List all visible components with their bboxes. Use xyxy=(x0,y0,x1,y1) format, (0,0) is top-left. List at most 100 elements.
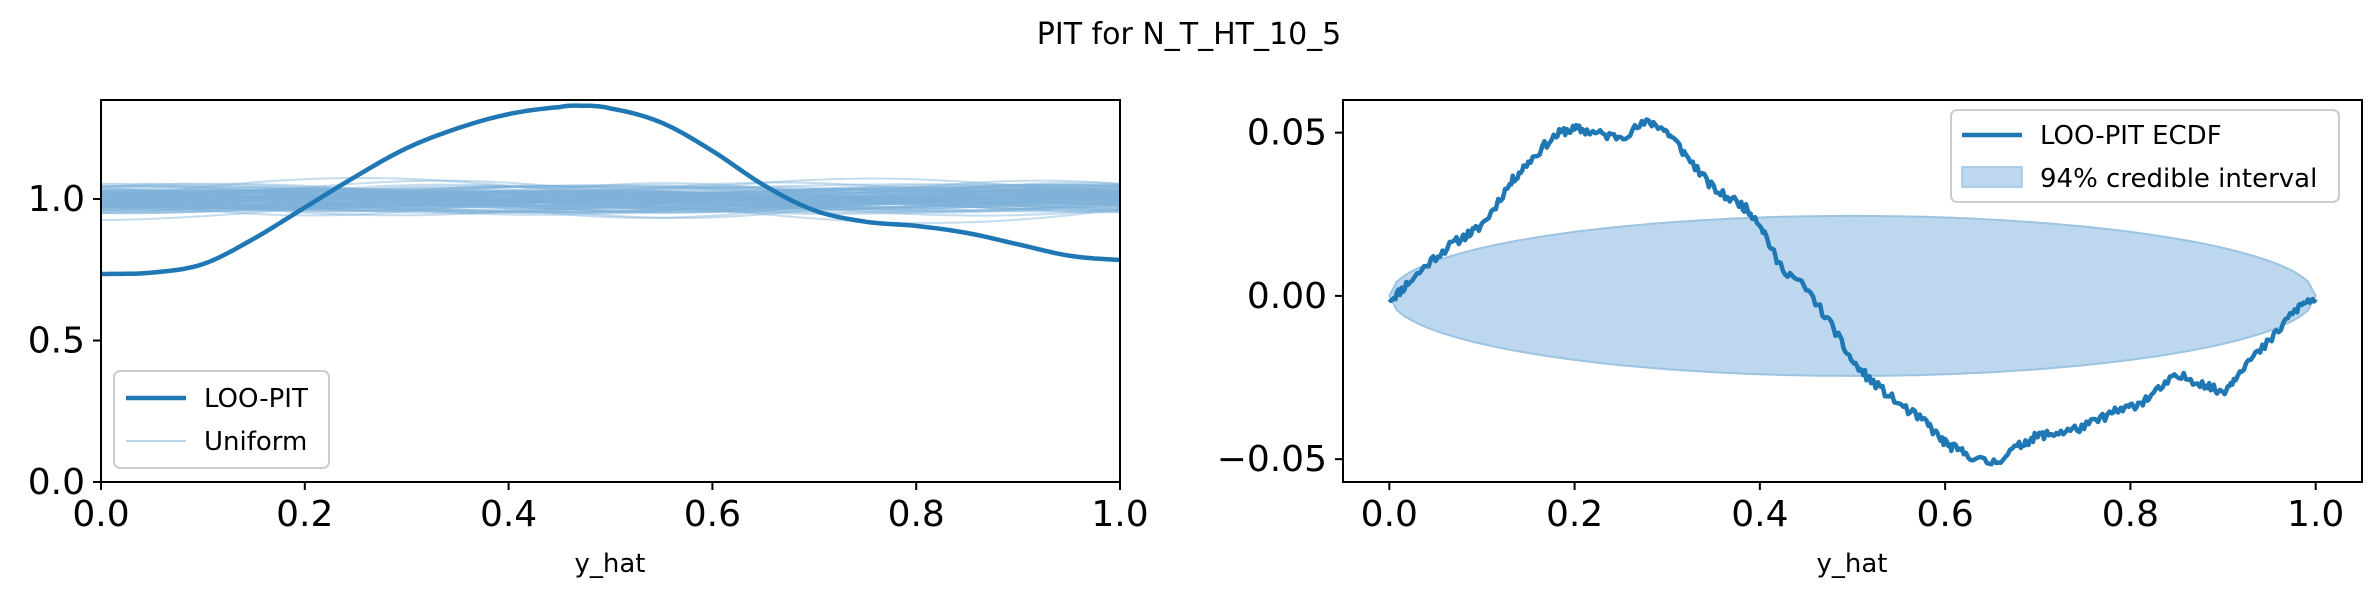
uniform-reference-line xyxy=(101,191,1120,215)
uniform-reference-line xyxy=(101,187,1120,212)
uniform-reference-line xyxy=(101,193,1120,214)
uniform-reference-line xyxy=(101,191,1120,206)
uniform-reference-line xyxy=(101,193,1120,207)
x-tick-label: 0.2 xyxy=(1546,494,1603,535)
right-x-axis-label: y_hat xyxy=(1817,549,1888,579)
uniform-reference-line xyxy=(101,179,1120,205)
uniform-reference-line xyxy=(101,184,1120,207)
uniform-reference-line xyxy=(101,193,1120,207)
uniform-reference-line xyxy=(101,183,1120,214)
uniform-reference-line xyxy=(101,193,1120,210)
uniform-reference-line xyxy=(101,189,1120,207)
uniform-reference-line xyxy=(101,182,1120,206)
uniform-reference-line xyxy=(101,177,1120,202)
uniform-reference-line xyxy=(101,189,1120,207)
right-x-axis: 0.0 0.2 0.4 0.6 0.8 1.0 xyxy=(1361,482,2344,535)
uniform-reference-line xyxy=(101,186,1120,214)
uniform-reference-line xyxy=(101,193,1120,208)
uniform-reference-line xyxy=(101,183,1120,215)
uniform-reference-line xyxy=(101,177,1120,206)
uniform-reference-line xyxy=(101,191,1120,208)
uniform-reference-line xyxy=(101,194,1120,208)
uniform-reference-line xyxy=(101,196,1120,204)
left-y-axis: 0.0 0.5 1.0 xyxy=(28,179,101,503)
uniform-reference-line xyxy=(101,184,1120,210)
legend-interval-label: 94% credible interval xyxy=(2040,164,2317,194)
uniform-reference-line xyxy=(101,185,1120,217)
left-panel: 0.0 0.2 0.4 0.6 0.8 1.0 0.0 0.5 1.0 y_hat LOO-P… xyxy=(28,99,1149,579)
uniform-reference-line xyxy=(101,188,1120,209)
uniform-reference-line xyxy=(101,185,1120,213)
right-y-axis: 0.05 0.00 −0.05 xyxy=(1217,113,1343,480)
uniform-reference-line xyxy=(101,190,1120,213)
uniform-reference-line xyxy=(101,190,1120,212)
uniform-reference-line xyxy=(101,184,1120,214)
uniform-reference-line xyxy=(101,185,1120,222)
uniform-reference-line xyxy=(101,182,1120,211)
x-tick-label: 0.2 xyxy=(276,494,333,535)
right-plot-area xyxy=(1387,117,2318,467)
uniform-reference-line xyxy=(101,189,1120,209)
uniform-reference-line xyxy=(101,187,1120,215)
uniform-reference-line xyxy=(101,183,1120,210)
uniform-reference-line xyxy=(101,185,1120,208)
uniform-reference-line xyxy=(101,191,1120,202)
right-axes-frame xyxy=(1342,99,2363,483)
right-panel: 0.0 0.2 0.4 0.6 0.8 1.0 0.05 0.00 −0.05 y_hat L… xyxy=(1217,99,2363,579)
uniform-reference-line xyxy=(101,190,1120,203)
left-x-axis: 0.0 0.2 0.4 0.6 0.8 1.0 xyxy=(72,482,1149,535)
uniform-reference-line xyxy=(101,187,1120,207)
uniform-reference-line xyxy=(101,189,1120,213)
y-tick-label: 1.0 xyxy=(28,179,85,220)
uniform-reference-line xyxy=(101,188,1120,219)
uniform-reference-line xyxy=(101,184,1120,205)
uniform-reference-line xyxy=(101,181,1120,202)
uniform-reference-line xyxy=(101,191,1120,217)
uniform-reference-line xyxy=(101,189,1120,211)
uniform-reference-line xyxy=(101,190,1120,214)
uniform-reference-line xyxy=(101,189,1120,208)
uniform-reference-line xyxy=(101,190,1120,209)
uniform-reference-line xyxy=(101,189,1120,216)
uniform-reference-line xyxy=(101,193,1120,208)
left-axes-frame xyxy=(100,99,1121,483)
x-tick-label: 0.4 xyxy=(480,494,537,535)
uniform-reference-line xyxy=(101,187,1120,208)
credible-interval-band xyxy=(1388,214,2317,377)
uniform-reference-line xyxy=(101,187,1120,209)
uniform-reference-line xyxy=(101,190,1120,211)
uniform-reference-line xyxy=(101,187,1120,209)
legend-interval-swatch xyxy=(1961,166,2023,188)
uniform-reference-line xyxy=(101,187,1120,209)
x-tick-label: 0.0 xyxy=(72,494,129,535)
figure-title: PIT for N_T_HT_10_5 xyxy=(1037,17,1342,52)
x-tick-label: 0.6 xyxy=(684,494,741,535)
x-tick-label: 1.0 xyxy=(2287,494,2344,535)
y-tick-label: −0.05 xyxy=(1217,439,1327,480)
uniform-reference-line xyxy=(101,193,1120,207)
uniform-reference-line xyxy=(101,189,1120,207)
uniform-reference-line xyxy=(101,194,1120,204)
uniform-reference-line xyxy=(101,190,1120,210)
x-tick-label: 0.4 xyxy=(1731,494,1788,535)
uniform-reference-line xyxy=(101,190,1120,212)
right-legend: LOO-PIT ECDF 94% credible interval xyxy=(1950,109,2340,203)
uniform-reference-line xyxy=(101,191,1120,209)
uniform-reference-line xyxy=(101,192,1120,209)
uniform-reference-line xyxy=(101,186,1120,209)
uniform-reference-line xyxy=(101,189,1120,205)
x-tick-label: 0.6 xyxy=(1917,494,1974,535)
left-legend-frame xyxy=(113,370,330,469)
uniform-reference-line xyxy=(101,185,1120,208)
x-tick-label: 0.0 xyxy=(1361,494,1418,535)
y-tick-label: 0.00 xyxy=(1247,276,1327,317)
loo-pit-ecdf-line xyxy=(1387,117,2318,467)
uniform-reference-line xyxy=(101,187,1120,214)
uniform-reference-line xyxy=(101,191,1120,209)
uniform-reference-line xyxy=(101,193,1120,212)
legend-loo-pit-label: LOO-PIT xyxy=(204,384,308,414)
uniform-reference-line xyxy=(101,199,1120,212)
right-legend-frame xyxy=(1950,109,2340,203)
uniform-reference-line xyxy=(101,186,1120,213)
